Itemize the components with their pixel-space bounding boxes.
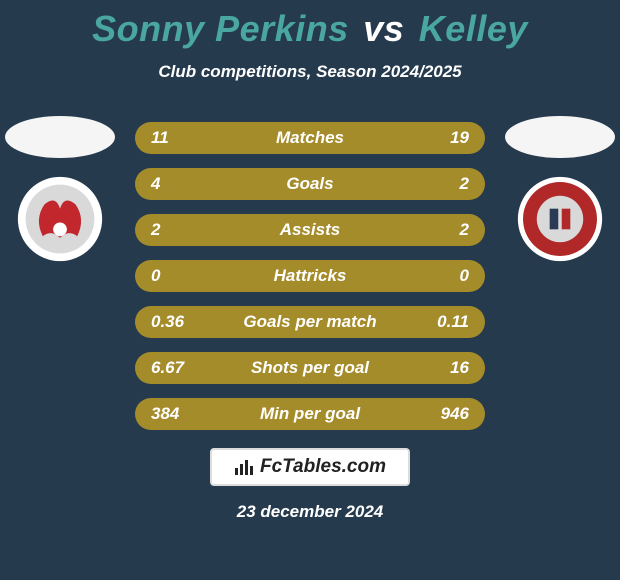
comparison-card: Sonny Perkins vs Kelley Club competition… — [0, 0, 620, 580]
stat-value-left: 0.36 — [151, 312, 211, 332]
stat-rows: 11Matches194Goals22Assists20Hattricks00.… — [135, 122, 485, 444]
stat-row: 0.36Goals per match0.11 — [135, 306, 485, 338]
stat-row: 4Goals2 — [135, 168, 485, 200]
title-vs: vs — [363, 8, 404, 49]
stat-value-left: 2 — [151, 220, 211, 240]
stat-row: 0Hattricks0 — [135, 260, 485, 292]
stat-value-right: 0 — [409, 266, 469, 286]
source-badge-text: FcTables.com — [260, 456, 386, 478]
stat-value-left: 4 — [151, 174, 211, 194]
stat-label: Shots per goal — [211, 358, 409, 378]
stat-label: Matches — [211, 128, 409, 148]
crest-detail — [550, 209, 559, 230]
crest-ball — [53, 222, 67, 236]
stat-value-right: 0.11 — [409, 312, 469, 332]
subtitle: Club competitions, Season 2024/2025 — [0, 62, 620, 82]
stat-value-left: 0 — [151, 266, 211, 286]
date-text: 23 december 2024 — [0, 502, 620, 522]
crest-accent — [537, 196, 583, 242]
stat-value-left: 384 — [151, 404, 211, 424]
stat-value-right: 946 — [409, 404, 469, 424]
stat-value-right: 16 — [409, 358, 469, 378]
crest-detail — [562, 209, 571, 230]
stat-label: Min per goal — [211, 404, 409, 424]
title: Sonny Perkins vs Kelley — [0, 8, 620, 50]
club-crest-left — [17, 176, 103, 262]
club-crest-right — [517, 176, 603, 262]
stat-row: 384Min per goal946 — [135, 398, 485, 430]
stat-label: Goals per match — [211, 312, 409, 332]
stat-row: 6.67Shots per goal16 — [135, 352, 485, 384]
stat-value-right: 2 — [409, 174, 469, 194]
stat-value-left: 6.67 — [151, 358, 211, 378]
stat-value-left: 11 — [151, 128, 211, 148]
stat-label: Hattricks — [211, 266, 409, 286]
bars-icon — [234, 457, 254, 477]
stat-row: 11Matches19 — [135, 122, 485, 154]
player-b-photo-placeholder — [505, 116, 615, 158]
stat-label: Assists — [211, 220, 409, 240]
stat-value-right: 2 — [409, 220, 469, 240]
stat-label: Goals — [211, 174, 409, 194]
stat-value-right: 19 — [409, 128, 469, 148]
title-player-b: Kelley — [419, 8, 528, 49]
source-badge: FcTables.com — [210, 448, 410, 486]
title-player-a: Sonny Perkins — [92, 8, 349, 49]
stat-row: 2Assists2 — [135, 214, 485, 246]
player-a-photo-placeholder — [5, 116, 115, 158]
